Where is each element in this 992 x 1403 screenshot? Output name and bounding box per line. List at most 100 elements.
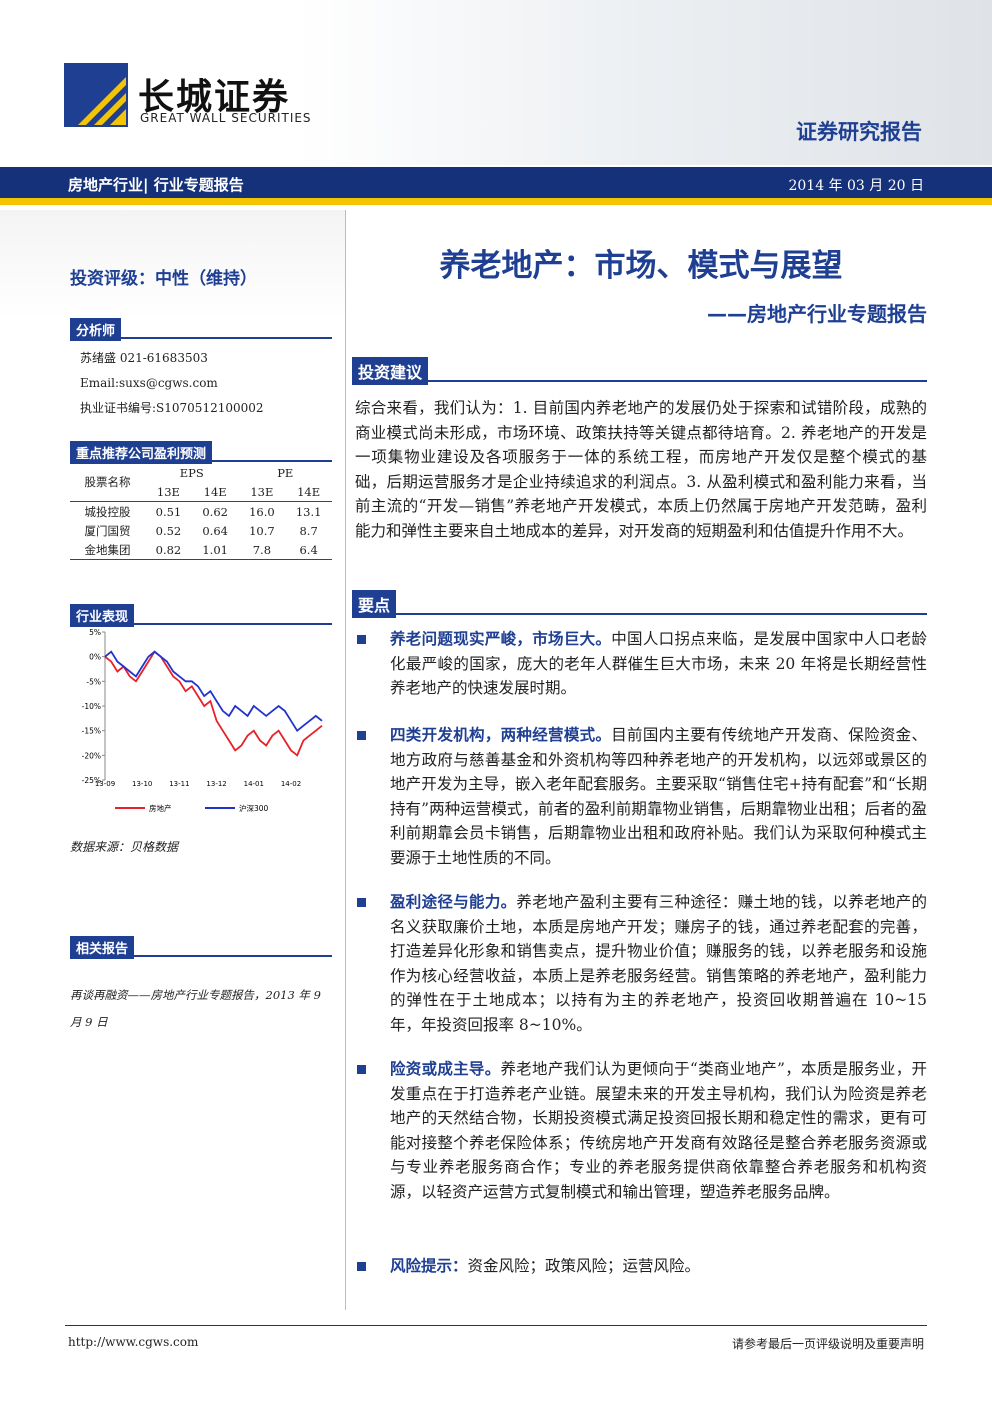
bullet-text: 盈利途径与能力。养老地产盈利主要有三种途径：赚土地的钱，以养老地产的名义获取廉价… <box>390 890 927 1037</box>
logo-cn: 长城证券 <box>138 76 291 118</box>
table-cell: 0.51 <box>155 504 182 519</box>
bullet-square <box>357 635 366 644</box>
doc-type: 证券研究报告 <box>796 120 922 144</box>
footer-url: http://www.cgws.com <box>68 1335 199 1349</box>
bullet-lead: 风险提示： <box>390 1257 468 1275</box>
section-rule <box>70 337 332 339</box>
yellow-bar <box>0 198 992 205</box>
data-source: 数据来源：贝格数据 <box>70 840 179 854</box>
table-row: 金地集团 0.82 1.01 7.8 6.4 <box>70 540 332 560</box>
report-subtitle: ——房地产行业专题报告 <box>707 302 927 326</box>
section-heading: 重点推荐公司盈利预测 <box>70 441 213 464</box>
table-cell: 金地集团 <box>84 542 131 557</box>
legend-label: 房地产 <box>149 803 172 813</box>
bullet-lead: 盈利途径与能力。 <box>390 893 517 911</box>
analyst-info: 苏绪盛 021-61683503 Email:suxs@cgws.com 执业证… <box>80 346 264 421</box>
x-tick-label: 13-09 <box>95 780 115 788</box>
x-tick-label: 13-10 <box>132 780 152 788</box>
bullet-lead: 养老问题现实严峻，市场巨大。 <box>390 630 612 648</box>
rating: 投资评级：中性（维持） <box>70 269 257 289</box>
bullet-text: 险资或成主导。养老地产我们认为更倾向于“类商业地产”，本质是服务业，开发重点在于… <box>390 1057 927 1204</box>
section-rule <box>70 623 332 625</box>
table-cell: 16.0 <box>249 504 275 519</box>
table-header-cell: 13E <box>156 484 180 499</box>
y-tick-label: -25% <box>82 776 101 785</box>
x-tick-label: 13-11 <box>169 780 189 788</box>
table-row: 厦门国贸 0.52 0.64 10.7 8.7 <box>70 521 332 540</box>
section-rule <box>352 380 927 382</box>
footer-rule <box>65 1325 927 1326</box>
table-cell: 0.62 <box>202 504 228 519</box>
bullet-body: 资金风险；政策风险；运营风险。 <box>467 1257 701 1275</box>
table-cell: 13.1 <box>295 504 322 519</box>
section-rule <box>70 955 332 957</box>
report-title: 养老地产：市场、模式与展望 <box>439 248 843 284</box>
table-header: 股票名称 EPS PE <box>70 463 332 502</box>
table-cell: 0.64 <box>202 523 228 538</box>
y-tick-label: -20% <box>82 751 101 760</box>
table-header-cell: PE <box>277 465 294 480</box>
bullet-text: 养老问题现实严峻，市场巨大。中国人口拐点来临，是发展中国家中人口老龄化最严峻的国… <box>390 627 927 701</box>
bullet-body: 中国人口拐点来临，是发展中国家中人口老龄化最严峻的国家，庞大的老年人群催生巨大市… <box>390 630 927 697</box>
table-header-cell: 13E <box>250 484 274 499</box>
table-cell: 7.8 <box>252 542 272 557</box>
analyst-line: Email:suxs@cgws.com <box>80 376 218 390</box>
table-cell: 城投控股 <box>84 504 131 519</box>
table-header-cell: 14E <box>203 484 227 499</box>
analyst-line: 执业证书编号:S1070512100002 <box>80 401 264 415</box>
series-line <box>104 650 323 757</box>
related-report: 再谈再融资——房地产行业专题报告，2013 年 9 月 9 日 <box>70 988 321 1029</box>
table-cell: 6.4 <box>299 542 318 557</box>
y-tick-label: -5% <box>86 677 101 686</box>
header-bg <box>0 0 992 165</box>
y-tick-label: 5% <box>89 628 101 637</box>
x-tick-label: 13-12 <box>206 780 226 788</box>
bullet-body: 养老地产我们认为更倾向于“类商业地产”，本质是服务业，开发重点在于打造养老产业链… <box>390 1060 927 1201</box>
table-cell: 1.01 <box>202 542 228 557</box>
table-cell: 0.52 <box>155 523 182 538</box>
series-line <box>104 650 323 733</box>
bullet-square <box>357 731 366 740</box>
bullet-lead: 险资或成主导。 <box>390 1060 501 1078</box>
y-tick-label: -10% <box>82 702 101 711</box>
table-cell: 厦门国贸 <box>84 523 131 538</box>
date: 2014 年 03 月 20 日 <box>788 178 924 194</box>
x-tick-label: 14-02 <box>281 780 301 788</box>
bullet-text: 四类开发机构，两种经营模式。目前国内主要有传统地产开发商、保险资金、地方政府与慈… <box>390 723 927 870</box>
logo-mark <box>64 63 128 127</box>
section-heading: 相关报告 <box>70 936 135 959</box>
bullet-square <box>357 1262 366 1271</box>
logo-en: GREAT WALL SECURITIES <box>140 111 312 125</box>
table-cell: 10.7 <box>249 523 275 538</box>
bullet-body: 养老地产盈利主要有三种途径：赚土地的钱，以养老地产的名义获取廉价土地，本质是房地… <box>390 893 927 1034</box>
performance-chart: 5% 0% -5% -10% -15% -20% -25%13-09 13-10 13-11 13… <box>82 628 323 813</box>
forecast-table: 股票名称 EPS PE 13E 14E 13E 14E 城投控股 0.51 0.62 16.0 1… <box>70 463 332 560</box>
bullet-body: 目前国内主要有传统地产开发商、保险资金、地方政府与慈善基金和外资机构等四种养老地… <box>390 726 927 867</box>
section-heading: 分析师 <box>70 318 122 341</box>
y-tick-label: 0% <box>89 653 101 662</box>
bullet-square <box>357 1065 366 1074</box>
table-header-cell: EPS <box>179 465 204 480</box>
advice-text: 综合来看，我们认为：1. 目前国内养老地产的发展仍处于探索和试错阶段，成熟的商业… <box>355 399 927 540</box>
section-heading: 行业表现 <box>70 604 135 627</box>
section-rule <box>352 613 927 615</box>
table-header-cell: 14E <box>297 484 321 499</box>
analyst-line: 苏绪盛 021-61683503 <box>80 351 208 365</box>
table-header-cell: 股票名称 <box>70 463 146 502</box>
table-cell: 0.82 <box>155 542 182 557</box>
table-cell: 8.7 <box>299 523 318 538</box>
bullet-square <box>357 898 366 907</box>
y-tick-label: -15% <box>82 727 101 736</box>
legend-label: 沪深300 <box>239 803 269 813</box>
bullet-lead: 四类开发机构，两种经营模式。 <box>390 726 612 744</box>
section-rule <box>70 460 332 462</box>
category: 房地产行业| 行业专题报告 <box>68 176 244 194</box>
footer-notice: 请参考最后一页评级说明及重要声明 <box>731 1337 924 1351</box>
table-subheader: 13E 14E 13E 14E <box>70 482 332 502</box>
column-divider <box>345 210 346 1310</box>
top-bar <box>0 167 992 198</box>
bullet-text: 风险提示：资金风险；政策风险；运营风险。 <box>390 1254 927 1279</box>
x-tick-label: 14-01 <box>244 780 264 788</box>
